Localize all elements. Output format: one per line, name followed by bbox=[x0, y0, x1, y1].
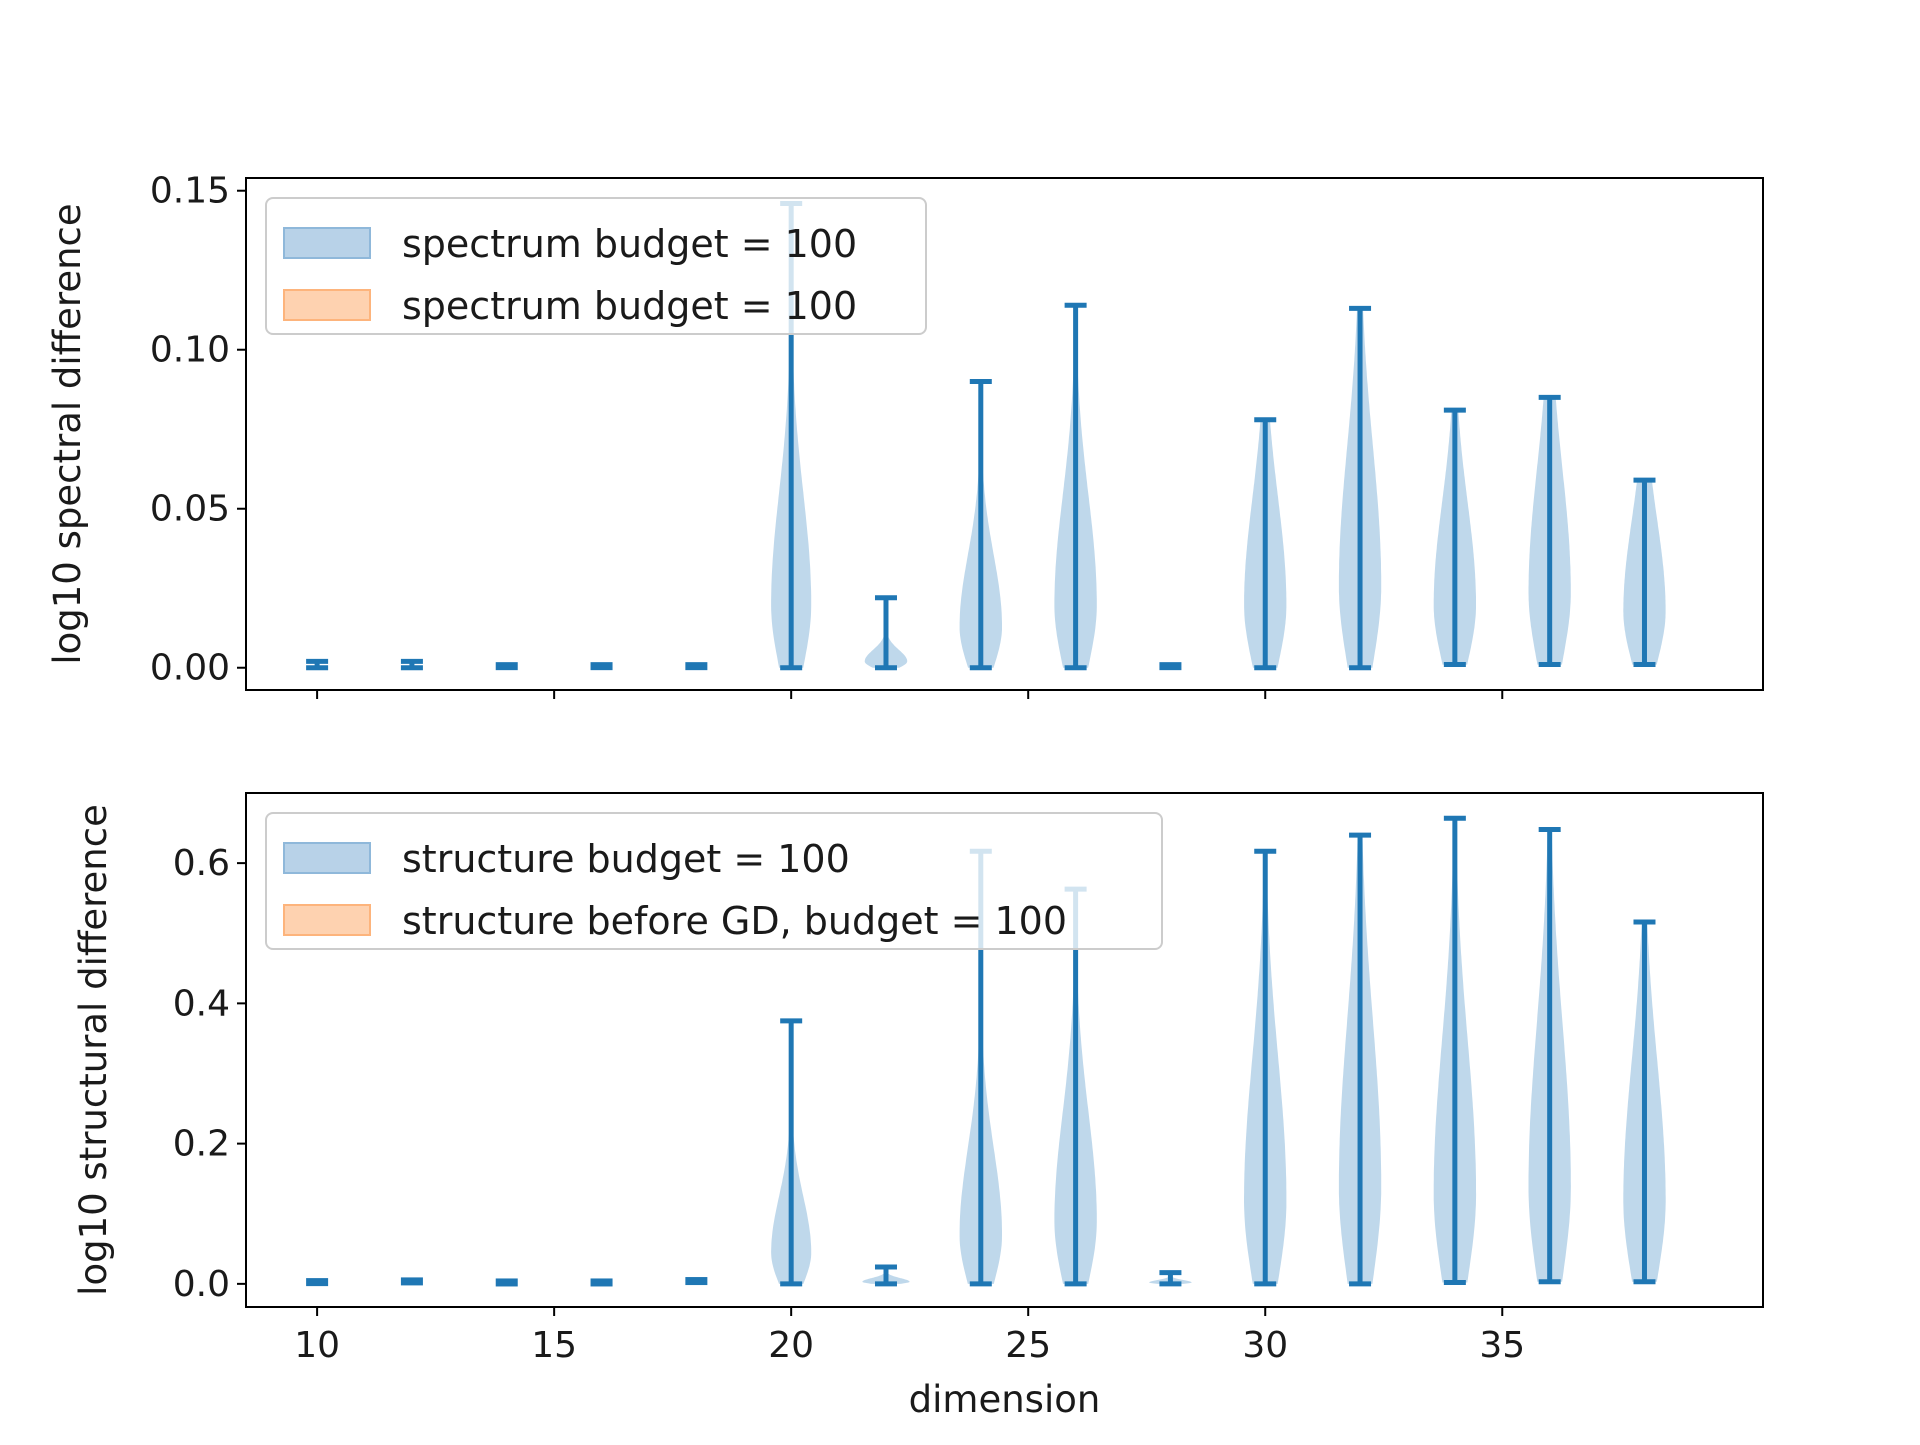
violin-range-18 bbox=[685, 662, 708, 671]
x-tick-label: 10 bbox=[294, 1325, 340, 1366]
y-tick-label: 0.10 bbox=[150, 330, 230, 371]
y-tick-label: 0.00 bbox=[150, 648, 230, 689]
legend-swatch-blue bbox=[283, 842, 371, 874]
y-tick-label: 0.4 bbox=[173, 983, 230, 1024]
violin-range-10 bbox=[306, 1278, 329, 1287]
x-tick-label: 25 bbox=[1005, 1325, 1051, 1366]
structural-difference-panel: 0.0 0.2 0.4 0.6 10 15 20 25 30 35 log10 structural… bbox=[72, 792, 1764, 1421]
violin-range-18 bbox=[685, 1277, 708, 1286]
legend-label: structure before GD, budget = 100 bbox=[402, 899, 1067, 943]
legend-label: structure budget = 100 bbox=[402, 837, 850, 881]
violin-range-16 bbox=[590, 662, 613, 671]
axes-frame bbox=[245, 177, 1764, 691]
legend-label: spectrum budget = 100 bbox=[402, 284, 857, 328]
y-tick-label: 0.2 bbox=[173, 1124, 230, 1165]
y-tick-label: 0.15 bbox=[150, 171, 230, 212]
x-tick-label: 20 bbox=[768, 1325, 814, 1366]
legend: spectrum budget = 100 spectrum budget = 1… bbox=[265, 197, 927, 335]
violin-range-14 bbox=[495, 662, 518, 671]
legend-swatch-orange bbox=[283, 904, 371, 936]
x-tick-label: 15 bbox=[531, 1325, 577, 1366]
legend-label: spectrum budget = 100 bbox=[402, 222, 857, 266]
violin-range-12 bbox=[400, 1277, 423, 1286]
legend-frame bbox=[265, 197, 927, 335]
violin-range-16 bbox=[590, 1278, 613, 1287]
x-axis-label: dimension bbox=[909, 1378, 1101, 1421]
y-axis-label: log10 structural difference bbox=[72, 804, 115, 1296]
x-tick-label: 35 bbox=[1479, 1325, 1525, 1366]
legend: structure budget = 100 structure before G… bbox=[265, 812, 1163, 950]
violin-range-28 bbox=[1159, 662, 1182, 671]
x-tick-label: 30 bbox=[1242, 1325, 1288, 1366]
legend-frame bbox=[265, 812, 1163, 950]
spectral-difference-panel: 0.00 0.05 0.10 0.15 log10 spectral differenc… bbox=[46, 171, 1764, 699]
legend-swatch-blue bbox=[283, 227, 371, 259]
y-tick-label: 0.05 bbox=[150, 489, 230, 530]
y-tick-label: 0.6 bbox=[173, 843, 230, 884]
y-tick-label: 0.0 bbox=[173, 1264, 230, 1305]
axes-frame bbox=[245, 792, 1764, 1308]
violin-range-14 bbox=[495, 1278, 518, 1287]
legend-swatch-orange bbox=[283, 289, 371, 321]
y-axis-label: log10 spectral difference bbox=[46, 203, 89, 664]
